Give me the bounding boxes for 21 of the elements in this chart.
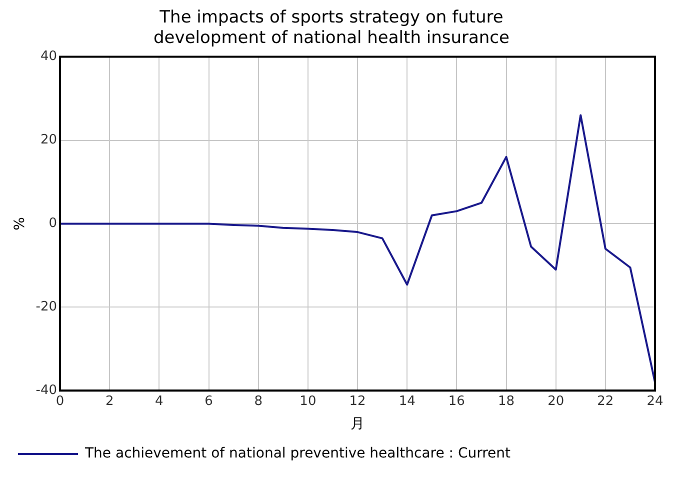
- x-tick-label: 18: [498, 394, 515, 409]
- y-tick-label: -40: [36, 382, 58, 398]
- x-tick-label: 10: [300, 394, 316, 409]
- x-tick-label: 14: [398, 394, 416, 409]
- x-tick-label: 22: [597, 394, 614, 409]
- x-tick-label: 12: [349, 394, 366, 409]
- x-axis-title: 月: [350, 416, 365, 432]
- chart-title: The impacts of sports strategy on future development of national health insurance: [154, 8, 510, 48]
- legend-label: The achievement of national preventive healthcare : Current: [84, 446, 512, 462]
- x-tick-label: 8: [254, 394, 262, 409]
- y-axis-title: %: [12, 217, 28, 230]
- x-tick-label: 6: [204, 394, 213, 409]
- y-tick-label: -20: [36, 300, 58, 315]
- y-tick-label: 20: [40, 132, 58, 148]
- x-tick-label: 2: [105, 394, 114, 409]
- y-tick-label: 0: [48, 216, 58, 232]
- x-tick-label: 24: [646, 394, 664, 409]
- x-tick-label: 16: [448, 394, 465, 409]
- x-tick-label: 4: [155, 394, 164, 409]
- x-tick-label: 20: [548, 394, 564, 409]
- y-tick-label: 40: [40, 49, 58, 64]
